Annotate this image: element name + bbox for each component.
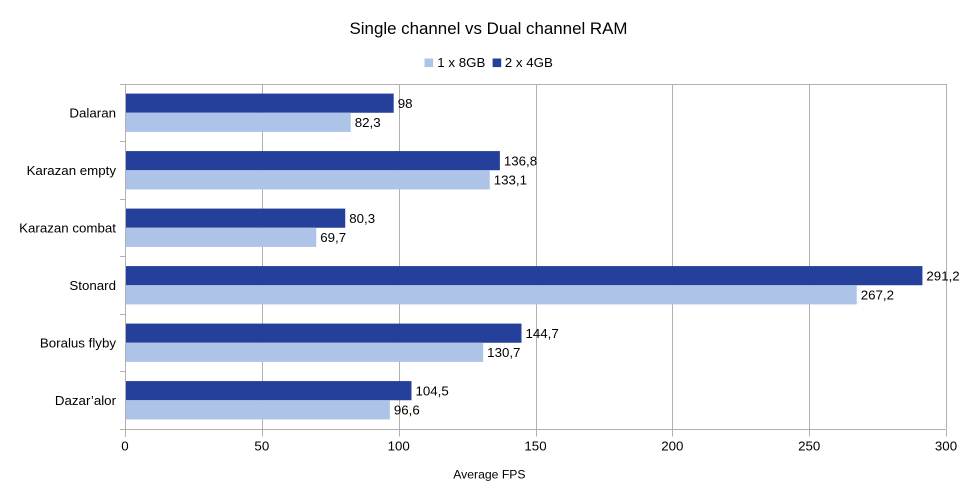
svg-text:300: 300	[935, 439, 957, 454]
svg-text:Average FPS: Average FPS	[453, 468, 525, 482]
svg-text:Dalaran: Dalaran	[69, 105, 116, 120]
svg-text:130,7: 130,7	[487, 345, 520, 360]
svg-text:200: 200	[661, 439, 683, 454]
svg-text:82,3: 82,3	[355, 115, 381, 130]
svg-text:144,7: 144,7	[526, 326, 559, 341]
svg-text:1 x 8GB: 1 x 8GB	[437, 55, 485, 70]
svg-text:Dazar’alor: Dazar’alor	[55, 393, 117, 408]
svg-text:Karazan combat: Karazan combat	[19, 220, 116, 235]
svg-text:2 x 4GB: 2 x 4GB	[505, 55, 553, 70]
svg-text:Boralus flyby: Boralus flyby	[40, 335, 116, 350]
svg-text:80,3: 80,3	[349, 211, 375, 226]
svg-text:150: 150	[524, 439, 546, 454]
svg-text:Single channel vs Dual channel: Single channel vs Dual channel RAM	[350, 19, 628, 38]
svg-text:96,6: 96,6	[394, 402, 420, 417]
svg-text:250: 250	[798, 439, 820, 454]
svg-text:69,7: 69,7	[320, 230, 346, 245]
svg-text:104,5: 104,5	[415, 383, 448, 398]
svg-text:50: 50	[254, 439, 269, 454]
svg-text:98: 98	[398, 96, 413, 111]
svg-text:267,2: 267,2	[861, 287, 894, 302]
svg-text:100: 100	[388, 439, 410, 454]
svg-text:136,8: 136,8	[504, 153, 537, 168]
svg-text:133,1: 133,1	[494, 172, 527, 187]
svg-text:Karazan empty: Karazan empty	[27, 163, 117, 178]
svg-text:0: 0	[121, 439, 128, 454]
svg-text:Stonard: Stonard	[69, 278, 116, 293]
svg-text:291,2: 291,2	[926, 268, 959, 283]
